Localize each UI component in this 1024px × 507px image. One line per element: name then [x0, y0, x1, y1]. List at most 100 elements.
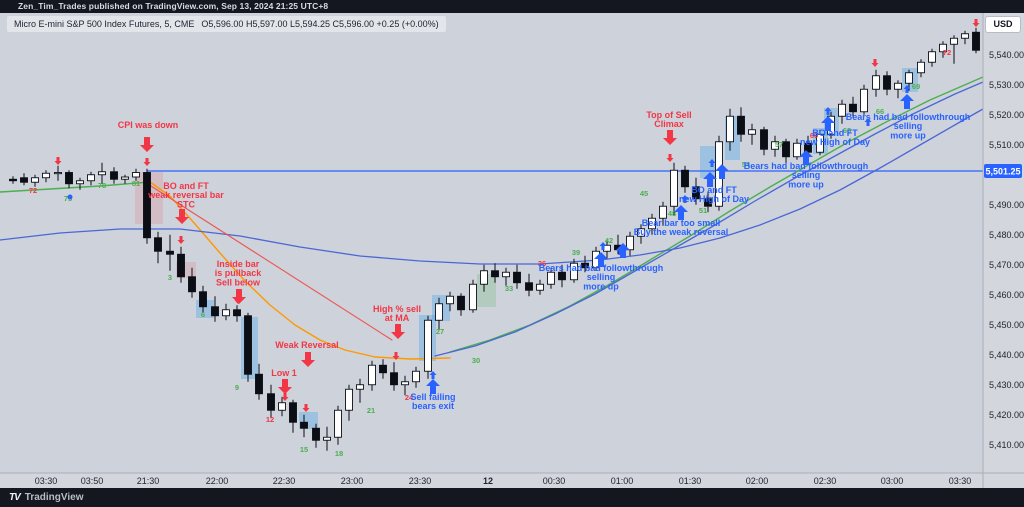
price-axis-label[interactable]: 5,510.00	[989, 140, 1024, 150]
candle-down	[883, 75, 891, 90]
candle-up	[860, 88, 868, 113]
arrow-down-icon	[301, 352, 315, 367]
time-axis-label[interactable]: 22:00	[206, 476, 229, 486]
highlight-band	[700, 146, 718, 178]
annotation-text: BO and FT weak reversal bar STC	[147, 181, 224, 209]
candle-down	[312, 427, 320, 441]
bar-count-label: 42	[605, 236, 613, 245]
price-axis-label[interactable]: 5,460.00	[989, 290, 1024, 300]
annotation-text: Weak Reversal	[275, 340, 338, 350]
price-axis-label[interactable]: 5,540.00	[989, 50, 1024, 60]
currency-toggle-button[interactable]: USD	[985, 16, 1021, 33]
annotation-text: Bear bar too small Buy the weak reversal	[634, 218, 729, 237]
price-axis-label[interactable]: 5,520.00	[989, 110, 1024, 120]
price-axis-label[interactable]: 5,410.00	[989, 440, 1024, 450]
time-axis-label[interactable]: 22:30	[273, 476, 296, 486]
candle-up	[547, 271, 555, 285]
bar-count-label: 9	[235, 383, 239, 392]
price-axis-label[interactable]: 5,470.00	[989, 260, 1024, 270]
time-axis-label[interactable]: 02:00	[746, 476, 769, 486]
ma-mid	[434, 81, 984, 357]
candle-down	[681, 169, 689, 188]
candle-down	[267, 393, 275, 411]
small-arrow-down-icon	[234, 296, 242, 304]
bar-count-label: 33	[505, 284, 513, 293]
time-axis-label[interactable]: 03:00	[881, 476, 904, 486]
small-arrow-up-icon	[864, 118, 872, 126]
arrow-up-icon	[703, 172, 717, 187]
candle-down	[692, 186, 700, 200]
annotation-text: High % sell at MA	[373, 304, 421, 323]
candle-up	[334, 409, 342, 438]
time-axis-label[interactable]: 23:00	[341, 476, 364, 486]
time-axis-label[interactable]: 00:30	[543, 476, 566, 486]
bar-count-label: 60	[810, 131, 818, 140]
footer-bar: TV TradingView	[0, 488, 1024, 507]
symbol-legend[interactable]: Micro E-mini S&P 500 Index Futures, 5, C…	[7, 16, 446, 32]
arrow-up-icon	[900, 94, 914, 109]
candle-up	[368, 364, 376, 386]
price-axis-label[interactable]: 5,420.00	[989, 410, 1024, 420]
bar-count-label: 78	[98, 181, 106, 190]
candle-down	[558, 271, 566, 281]
candle-down	[211, 306, 219, 317]
candle-down	[166, 250, 174, 255]
candle-up	[894, 82, 902, 90]
bar-count-label: 45	[640, 189, 648, 198]
candle-down	[255, 373, 263, 395]
candle-up	[626, 235, 634, 251]
candle-up	[54, 172, 62, 175]
bar-count-label: 81	[132, 179, 140, 188]
small-arrow-up-icon	[708, 159, 716, 167]
small-arrow-up-icon	[599, 242, 607, 250]
bar-count-label: 51	[699, 206, 707, 215]
bar-count-label: 15	[300, 445, 308, 454]
candle-up	[793, 142, 801, 158]
candle-up	[121, 176, 129, 180]
bar-count-label: 63	[843, 126, 851, 135]
arrow-up-icon	[821, 116, 835, 131]
time-axis-label[interactable]: 03:30	[949, 476, 972, 486]
time-axis-label[interactable]: 01:30	[679, 476, 702, 486]
tradingview-brand-text[interactable]: TradingView	[24, 492, 84, 503]
bar-count-label: 6	[201, 310, 205, 319]
candle-up	[670, 169, 678, 207]
candle-down	[65, 172, 73, 185]
bar-count-label: 21	[367, 406, 375, 415]
time-axis-label[interactable]: 02:30	[814, 476, 837, 486]
candle-up	[838, 103, 846, 117]
candle-up	[502, 271, 510, 278]
price-axis-panel[interactable]	[983, 13, 1024, 473]
time-axis-label[interactable]: 01:00	[611, 476, 634, 486]
small-arrow-down-icon	[666, 154, 674, 162]
bar-count-label: 24	[405, 393, 414, 402]
arrow-up-icon	[426, 379, 440, 394]
small-arrow-down-icon	[143, 158, 151, 166]
candle-up	[570, 262, 578, 281]
arrow-down-icon	[140, 137, 154, 152]
price-axis-label[interactable]: 5,490.00	[989, 200, 1024, 210]
time-axis-label[interactable]: 03:50	[81, 476, 104, 486]
annotation-text: Top of Sell Climax	[646, 110, 691, 129]
tradingview-logo-icon[interactable]: TV	[9, 492, 21, 503]
candle-up	[603, 244, 611, 252]
small-arrow-down-icon	[54, 157, 62, 165]
candle-up	[637, 228, 645, 237]
price-axis-label[interactable]: 5,430.00	[989, 380, 1024, 390]
price-axis-label[interactable]: 5,530.00	[989, 80, 1024, 90]
candle-up	[42, 172, 50, 179]
time-axis-panel[interactable]	[0, 473, 1024, 488]
price-axis-label[interactable]: 5,450.00	[989, 320, 1024, 330]
candle-up	[412, 370, 420, 383]
price-axis-label[interactable]: 5,480.00	[989, 230, 1024, 240]
small-arrow-up-icon	[681, 195, 689, 203]
time-axis-label[interactable]: 12	[483, 476, 493, 486]
annotation-text: CPI was down	[118, 120, 179, 130]
price-axis-label[interactable]: 5,440.00	[989, 350, 1024, 360]
time-axis-label[interactable]: 21:30	[137, 476, 160, 486]
candle-down	[972, 31, 980, 51]
bar-count-label: 48	[668, 209, 676, 218]
time-axis-label[interactable]: 03:30	[35, 476, 58, 486]
time-axis-label[interactable]: 23:30	[409, 476, 432, 486]
